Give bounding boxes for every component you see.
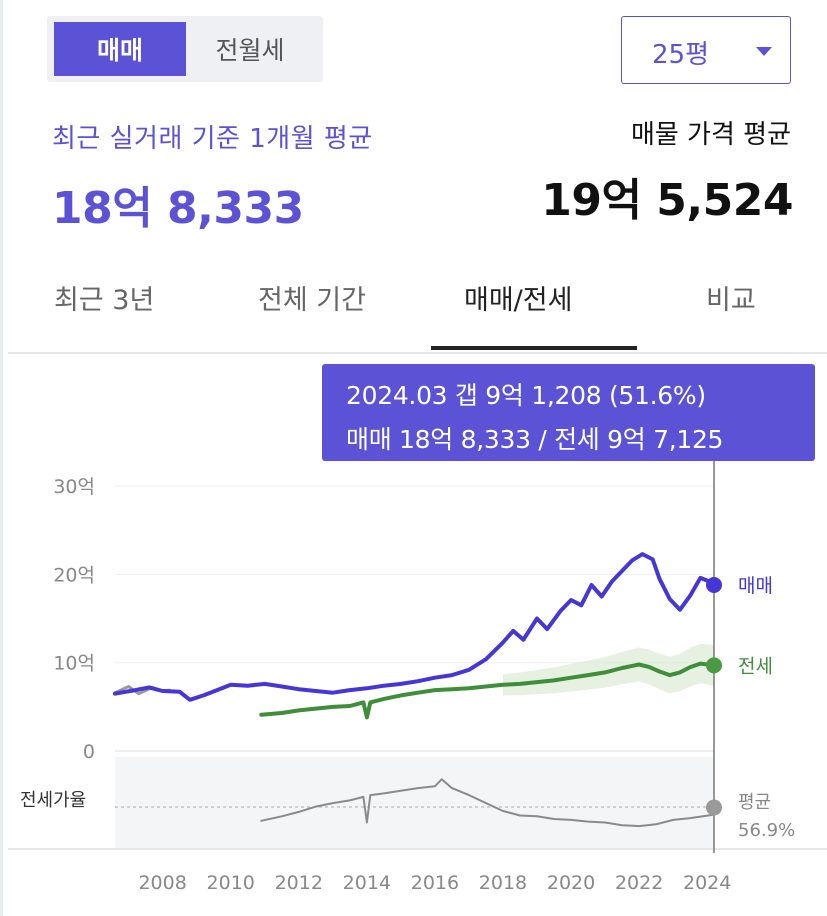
- y-tick-label: 10억: [53, 653, 95, 675]
- ratio-avg-value: 56.9%: [738, 820, 795, 841]
- active-tab-indicator: [431, 346, 637, 350]
- tab-compare[interactable]: 비교: [706, 285, 756, 316]
- x-tick-label: 2010: [207, 872, 255, 894]
- size-select[interactable]: 25평: [621, 16, 791, 84]
- x-tick-label: 2022: [615, 872, 663, 894]
- listing-price-label: 매물 가격 평균: [630, 120, 791, 150]
- tooltip-price-line: 매매 18억 8,333 / 전세 9억 7,125: [346, 425, 724, 454]
- tab-sale-rent[interactable]: 매매/전세: [464, 285, 573, 316]
- sale-end-point: [706, 576, 722, 593]
- rent-toggle-button[interactable]: 전월세: [215, 36, 285, 65]
- rent-end-point: [706, 657, 722, 674]
- chart-tooltip: 2024.03 갭 9억 1,208 (51.6%) 매매 18억 8,333 …: [322, 364, 815, 461]
- size-select-value: 25평: [652, 40, 710, 70]
- sale-price-line: [113, 552, 716, 702]
- left-border: [0, 0, 3, 916]
- trade-type-toggle: 매매 전월세: [47, 16, 323, 82]
- y-tick-label: 20억: [53, 564, 95, 586]
- ratio-band-bg: [115, 757, 714, 849]
- rent-ratio-line: [260, 778, 715, 828]
- tab-recent-3y[interactable]: 최근 3년: [54, 285, 155, 316]
- ratio-avg-label: 평균: [738, 792, 771, 813]
- x-tick-label: 2024: [683, 872, 731, 894]
- x-tick-label: 2014: [343, 872, 391, 894]
- rent-end-label: 전세: [738, 655, 773, 677]
- tooltip-gap-line: 2024.03 갭 9억 1,208 (51.6%): [346, 381, 706, 410]
- sale-end-label: 매매: [738, 575, 773, 597]
- tab-all-period[interactable]: 전체 기간: [258, 285, 366, 316]
- recent-price-label: 최근 실거래 기준 1개월 평균: [52, 124, 373, 154]
- caret-down-icon: [756, 47, 772, 56]
- ratio-label: 전세가율: [20, 790, 86, 811]
- recent-price-value: 18억 8,333: [52, 183, 304, 234]
- x-tick-label: 2012: [275, 872, 323, 894]
- ratio-end-point: [706, 799, 722, 816]
- x-tick-label: 2008: [138, 872, 186, 894]
- rent-price-line: [259, 661, 716, 720]
- x-tick-label: 2018: [479, 872, 527, 894]
- x-tick-label: 2020: [547, 872, 595, 894]
- sale-toggle-button[interactable]: 매매: [54, 22, 186, 76]
- x-tick-label: 2016: [411, 872, 459, 894]
- y-tick-label: 0: [83, 741, 95, 763]
- listing-price-value: 19억 5,524: [541, 175, 793, 226]
- y-tick-label: 30억: [53, 476, 95, 498]
- period-tabs: 최근 3년 전체 기간 매매/전세 비교: [8, 262, 827, 354]
